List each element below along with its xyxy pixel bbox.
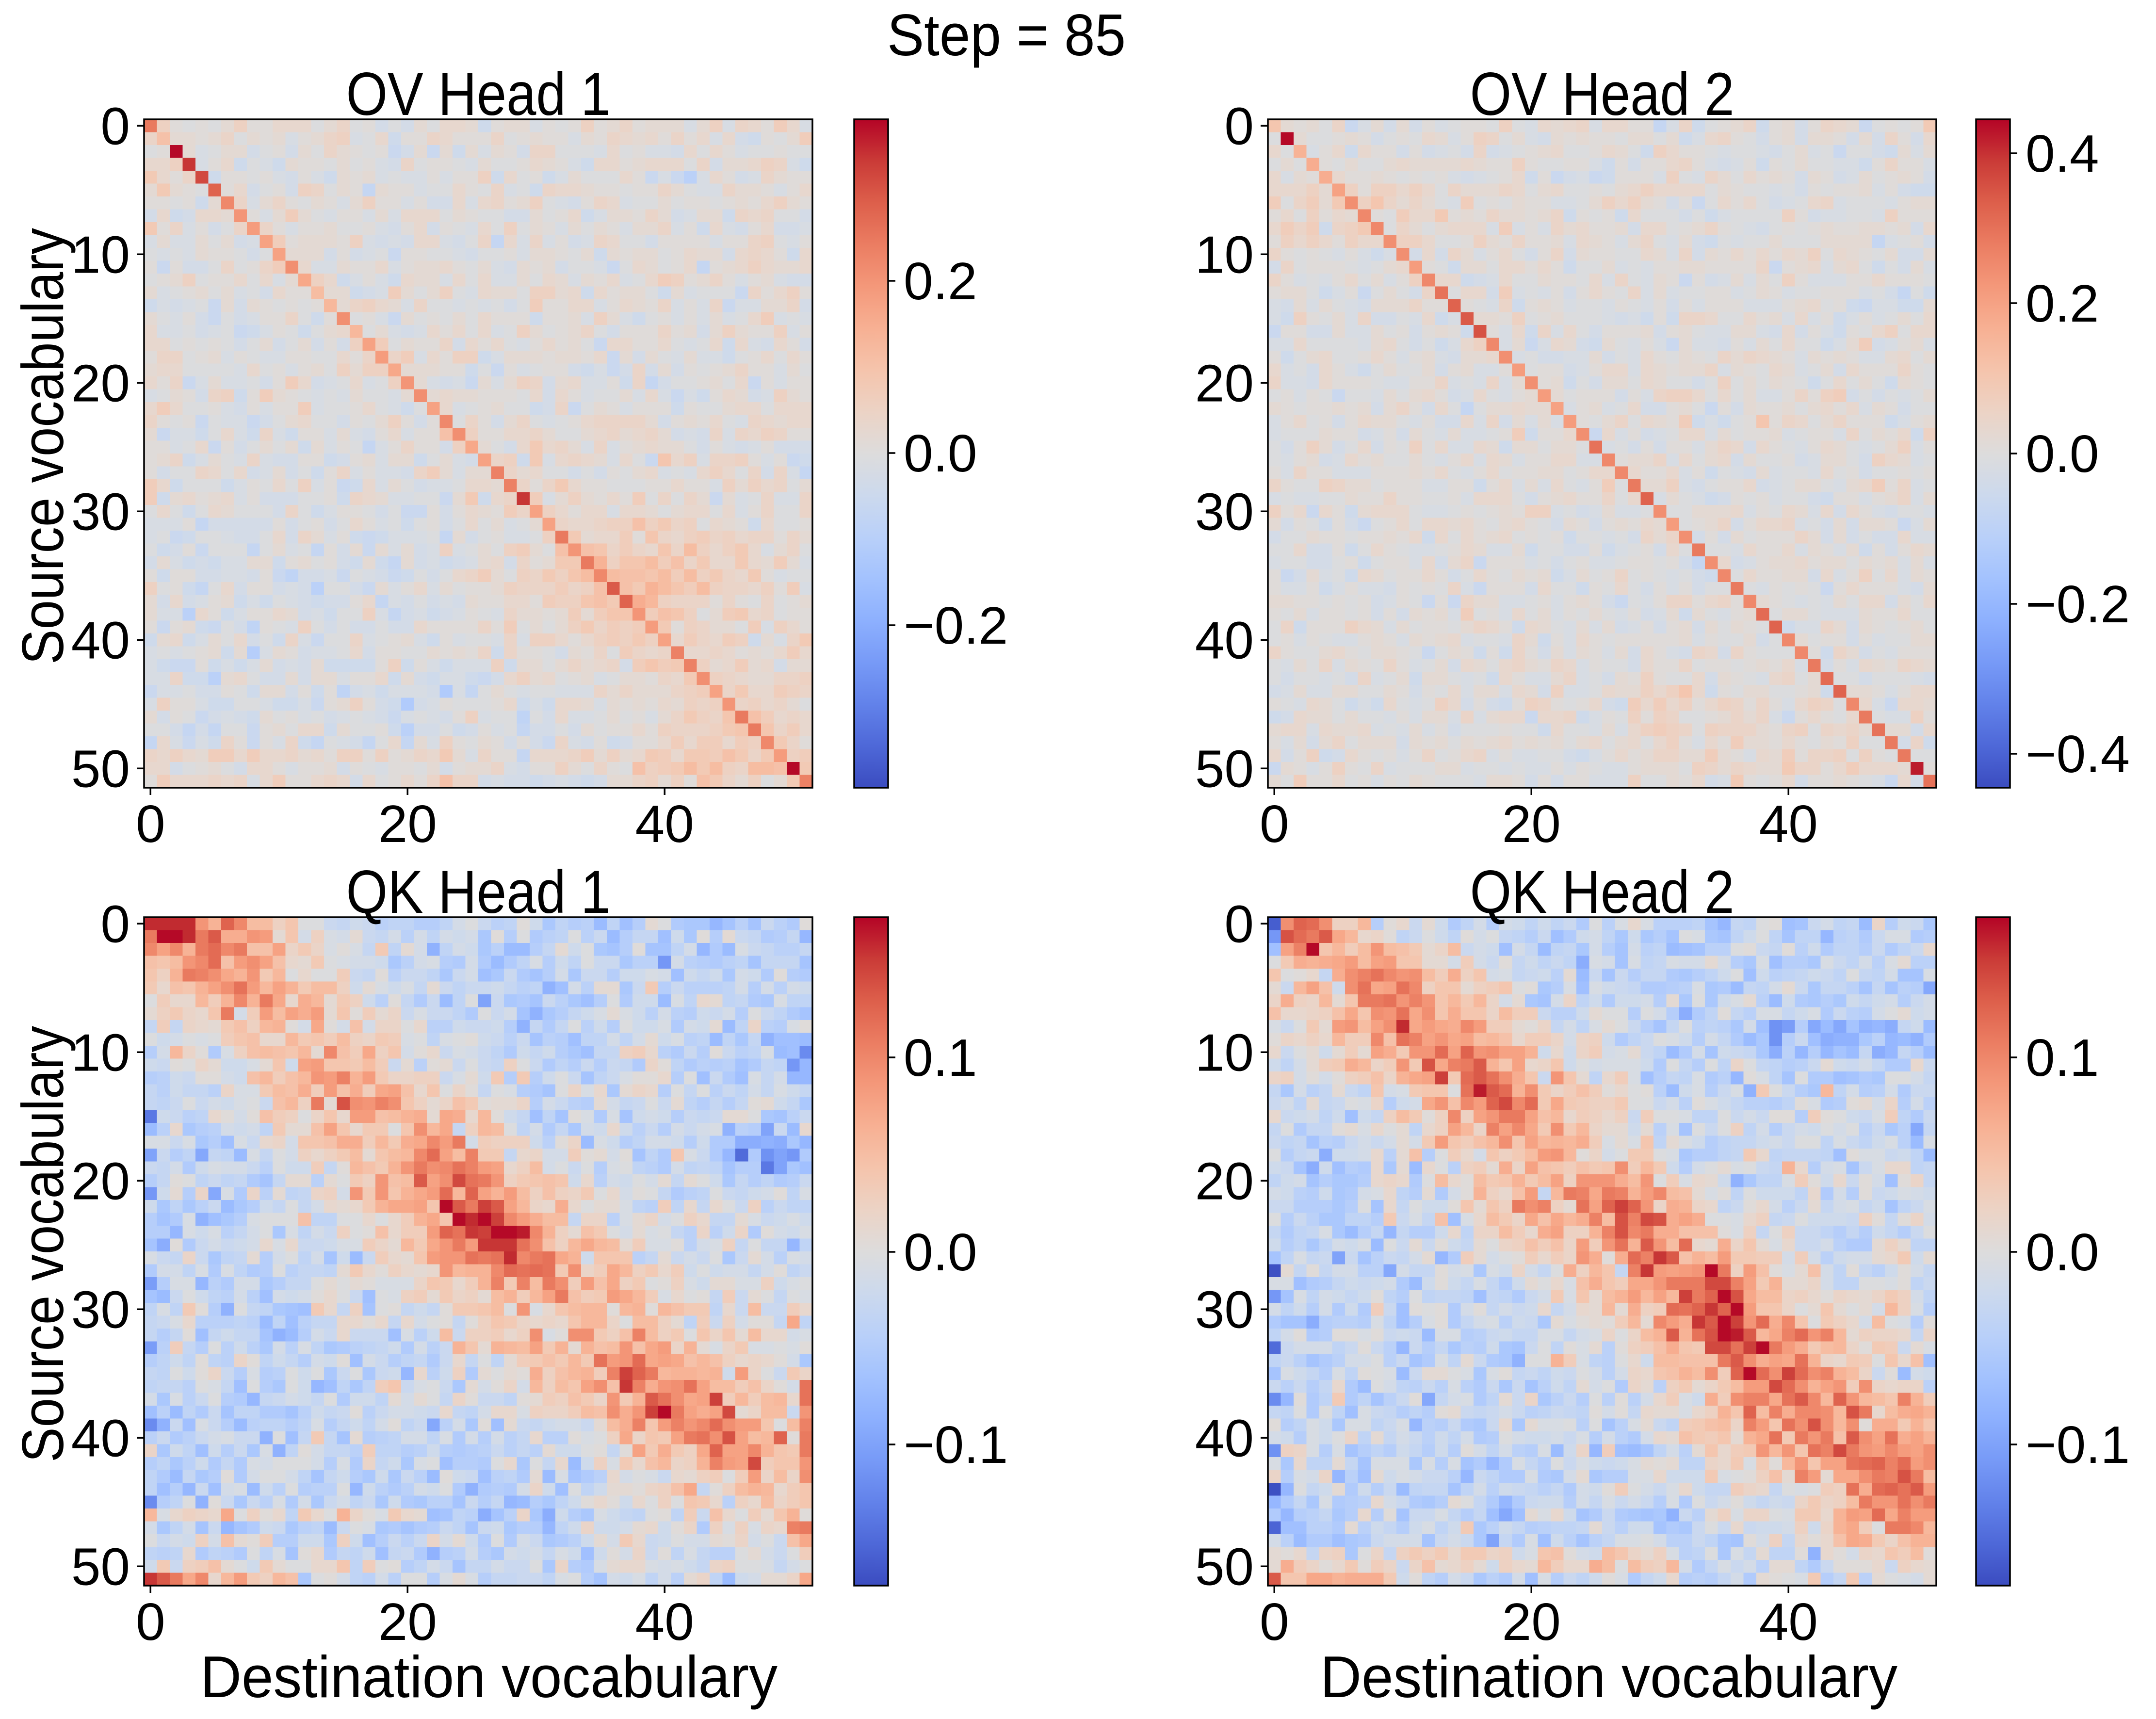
svg-text:−0.2: −0.2: [2026, 575, 2130, 634]
svg-text:30: 30: [1195, 482, 1254, 541]
svg-text:Source vocabulary: Source vocabulary: [10, 1026, 76, 1462]
svg-text:40: 40: [1195, 1409, 1254, 1468]
svg-text:10: 10: [1195, 1023, 1254, 1082]
svg-text:OV Head 1: OV Head 1: [346, 61, 611, 128]
svg-text:20: 20: [1502, 795, 1561, 854]
svg-text:10: 10: [71, 1023, 130, 1082]
svg-text:0: 0: [136, 1592, 165, 1652]
svg-text:10: 10: [71, 225, 130, 284]
svg-text:10: 10: [1195, 225, 1254, 284]
svg-text:0.0: 0.0: [2026, 1223, 2099, 1282]
svg-text:QK Head 2: QK Head 2: [1470, 859, 1735, 926]
svg-text:50: 50: [71, 739, 130, 798]
svg-text:30: 30: [1195, 1280, 1254, 1339]
svg-text:0: 0: [100, 894, 130, 954]
svg-text:0: 0: [1224, 894, 1254, 954]
svg-text:QK Head 1: QK Head 1: [346, 859, 611, 926]
svg-text:20: 20: [71, 1151, 130, 1211]
svg-text:20: 20: [378, 1592, 437, 1652]
svg-text:0.1: 0.1: [904, 1028, 977, 1087]
svg-text:0.1: 0.1: [2026, 1028, 2099, 1087]
svg-text:40: 40: [635, 795, 694, 854]
svg-text:Destination vocabulary: Destination vocabulary: [200, 1644, 778, 1710]
svg-text:0.2: 0.2: [904, 252, 977, 311]
svg-text:50: 50: [71, 1537, 130, 1596]
svg-text:OV Head 2: OV Head 2: [1470, 61, 1735, 128]
svg-text:20: 20: [378, 795, 437, 854]
svg-text:50: 50: [1195, 739, 1254, 798]
svg-text:40: 40: [1759, 1592, 1818, 1652]
svg-text:0.0: 0.0: [2026, 424, 2099, 484]
svg-text:30: 30: [71, 1280, 130, 1339]
svg-text:Source vocabulary: Source vocabulary: [10, 228, 76, 665]
svg-text:−0.4: −0.4: [2026, 725, 2130, 784]
svg-text:40: 40: [1195, 611, 1254, 670]
svg-text:0.0: 0.0: [904, 1223, 977, 1282]
svg-text:0: 0: [1260, 1592, 1289, 1652]
svg-text:40: 40: [635, 1592, 694, 1652]
svg-text:0: 0: [136, 795, 165, 854]
svg-text:40: 40: [71, 611, 130, 670]
svg-text:0.0: 0.0: [904, 424, 977, 483]
svg-text:0: 0: [1224, 97, 1254, 156]
svg-text:Destination vocabulary: Destination vocabulary: [1320, 1644, 1897, 1710]
svg-text:−0.2: −0.2: [904, 596, 1008, 655]
svg-text:20: 20: [1502, 1592, 1561, 1652]
svg-text:Step = 85: Step = 85: [887, 2, 1126, 68]
svg-text:0.2: 0.2: [2026, 274, 2099, 333]
svg-text:−0.1: −0.1: [2026, 1415, 2130, 1475]
svg-text:20: 20: [1195, 1151, 1254, 1211]
svg-text:−0.1: −0.1: [904, 1415, 1008, 1475]
svg-text:50: 50: [1195, 1537, 1254, 1596]
svg-text:30: 30: [71, 482, 130, 541]
svg-text:40: 40: [71, 1409, 130, 1468]
svg-text:20: 20: [71, 354, 130, 413]
svg-text:20: 20: [1195, 354, 1254, 413]
svg-text:40: 40: [1759, 795, 1818, 854]
svg-text:0.4: 0.4: [2026, 124, 2099, 183]
svg-text:0: 0: [100, 97, 130, 156]
svg-text:0: 0: [1260, 795, 1289, 854]
